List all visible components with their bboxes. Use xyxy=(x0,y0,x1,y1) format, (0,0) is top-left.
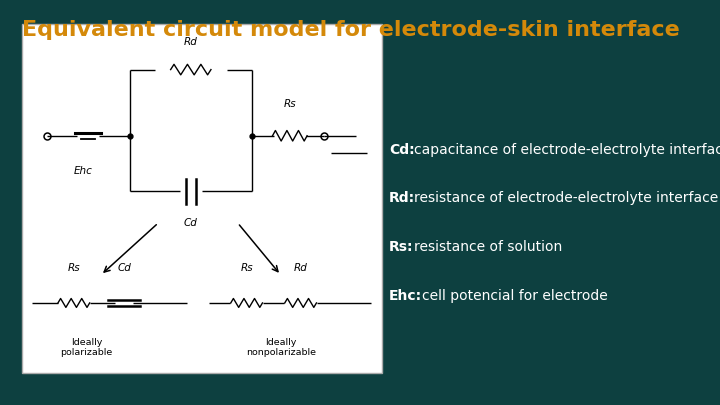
Text: Rd: Rd xyxy=(294,263,307,273)
Text: Ideally
nonpolarizable: Ideally nonpolarizable xyxy=(246,337,316,357)
Text: Ehc:: Ehc: xyxy=(389,289,422,303)
Text: resistance of electrode-electrolyte interface: resistance of electrode-electrolyte inte… xyxy=(413,192,718,205)
Text: Ideally
polarizable: Ideally polarizable xyxy=(60,337,112,357)
Text: Rd: Rd xyxy=(184,37,198,47)
Text: Rs: Rs xyxy=(68,263,80,273)
Text: Rs:: Rs: xyxy=(389,240,413,254)
Text: Ehc: Ehc xyxy=(73,166,92,176)
Bar xyxy=(22,24,382,373)
Text: Cd: Cd xyxy=(184,218,198,228)
Text: Cd:: Cd: xyxy=(389,143,415,157)
Text: Rd:: Rd: xyxy=(389,192,415,205)
Text: Rs: Rs xyxy=(284,99,296,109)
Text: resistance of solution: resistance of solution xyxy=(413,240,562,254)
Text: capacitance of electrode-electrolyte interface: capacitance of electrode-electrolyte int… xyxy=(413,143,720,157)
Text: Equivalent circuit model for electrode-skin interface: Equivalent circuit model for electrode-s… xyxy=(22,20,680,40)
Text: Rs: Rs xyxy=(240,263,253,273)
Text: cell potencial for electrode: cell potencial for electrode xyxy=(422,289,608,303)
Text: Cd: Cd xyxy=(117,263,131,273)
